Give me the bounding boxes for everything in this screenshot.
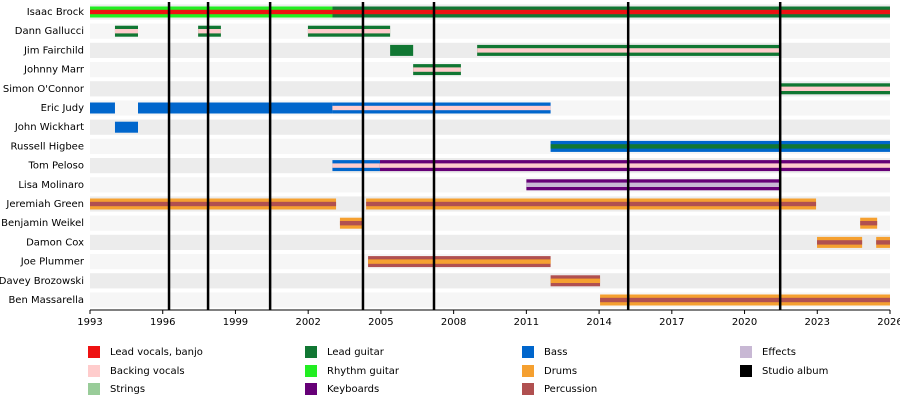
membership-bar — [550, 278, 601, 283]
row-background — [90, 273, 890, 289]
x-tick-label: 1993 — [77, 317, 102, 328]
legend-swatch — [522, 346, 534, 358]
member-name: Isaac Brock — [27, 7, 84, 18]
membership-bar — [366, 201, 817, 207]
x-tick-label: 1996 — [150, 317, 175, 328]
membership-bar — [138, 102, 333, 114]
membership-bar — [379, 163, 890, 168]
member-name: Davey Brozowski — [0, 276, 84, 287]
member-name: Lisa Molinaro — [18, 180, 84, 191]
legend-swatch — [305, 365, 317, 377]
x-tick-label: 1999 — [223, 317, 248, 328]
membership-bar — [90, 201, 337, 207]
member-name: Ben Massarella — [8, 295, 84, 306]
member-name: Russell Higbee — [11, 141, 84, 152]
membership-bar — [332, 105, 551, 111]
legend-swatch — [305, 383, 317, 395]
member-name: Dann Gallucci — [15, 26, 84, 37]
legend-swatch — [88, 365, 100, 377]
legend-swatch — [88, 383, 100, 395]
legend-label: Percussion — [544, 384, 597, 395]
x-tick-label: 2005 — [368, 317, 393, 328]
row-background — [90, 119, 890, 135]
membership-bar — [90, 9, 333, 15]
member-name: Damon Cox — [26, 237, 84, 248]
legend-label: Drums — [544, 366, 577, 377]
membership-bar — [198, 29, 221, 34]
legend-label: Rhythm guitar — [327, 366, 400, 377]
legend-label: Keyboards — [327, 384, 379, 395]
legend-swatch — [522, 383, 534, 395]
x-tick-label: 2023 — [805, 317, 830, 328]
x-tick-label: 2008 — [441, 317, 466, 328]
x-tick-label: 2026 — [877, 317, 900, 328]
legend-swatch — [305, 346, 317, 358]
legend-label: Backing vocals — [110, 366, 185, 377]
legend-swatch — [522, 365, 534, 377]
membership-bar — [550, 144, 890, 149]
legend-swatch — [740, 365, 752, 377]
row-background — [90, 62, 890, 78]
row-background — [90, 23, 890, 39]
membership-bar — [817, 240, 863, 245]
legend-label: Effects — [762, 347, 796, 358]
membership-bar — [307, 29, 391, 34]
member-name: Benjamin Weikel — [1, 218, 84, 229]
membership-bar — [876, 240, 890, 245]
membership-bar — [332, 163, 380, 168]
row-background — [90, 81, 890, 97]
member-name: Jeremiah Green — [5, 199, 84, 210]
legend-label: Strings — [110, 384, 145, 395]
membership-bar — [339, 221, 364, 226]
member-name: John Wickhart — [14, 122, 84, 133]
membership-bar — [413, 67, 461, 72]
x-tick-label: 2014 — [586, 317, 611, 328]
membership-bar — [860, 221, 878, 226]
legend-swatch — [740, 346, 752, 358]
member-name: Tom Peloso — [28, 161, 85, 172]
legend-swatch — [88, 346, 100, 358]
row-background — [90, 215, 890, 231]
legend-label: Lead vocals, banjo — [110, 347, 203, 358]
membership-bar — [600, 297, 890, 303]
membership-bar — [332, 9, 890, 15]
x-tick-label: 2002 — [295, 317, 320, 328]
membership-bar — [114, 121, 138, 133]
membership-bar — [114, 29, 138, 34]
member-name: Joe Plummer — [20, 257, 85, 268]
x-tick-label: 2017 — [659, 317, 684, 328]
legend-label: Lead guitar — [327, 347, 385, 358]
member-name: Simon O'Connor — [3, 84, 85, 95]
member-name: Eric Judy — [41, 103, 85, 114]
legend-label: Studio album — [762, 366, 828, 377]
legend-label: Bass — [544, 347, 567, 358]
member-name: Jim Fairchild — [23, 45, 84, 56]
membership-bar — [526, 182, 781, 187]
row-background — [90, 234, 890, 250]
x-tick-label: 2020 — [732, 317, 757, 328]
membership-bar — [390, 44, 414, 56]
x-tick-label: 2011 — [514, 317, 539, 328]
member-name: Johnny Marr — [23, 65, 85, 76]
membership-bar — [368, 259, 551, 264]
membership-bar — [90, 102, 115, 114]
membership-bar — [780, 86, 890, 91]
